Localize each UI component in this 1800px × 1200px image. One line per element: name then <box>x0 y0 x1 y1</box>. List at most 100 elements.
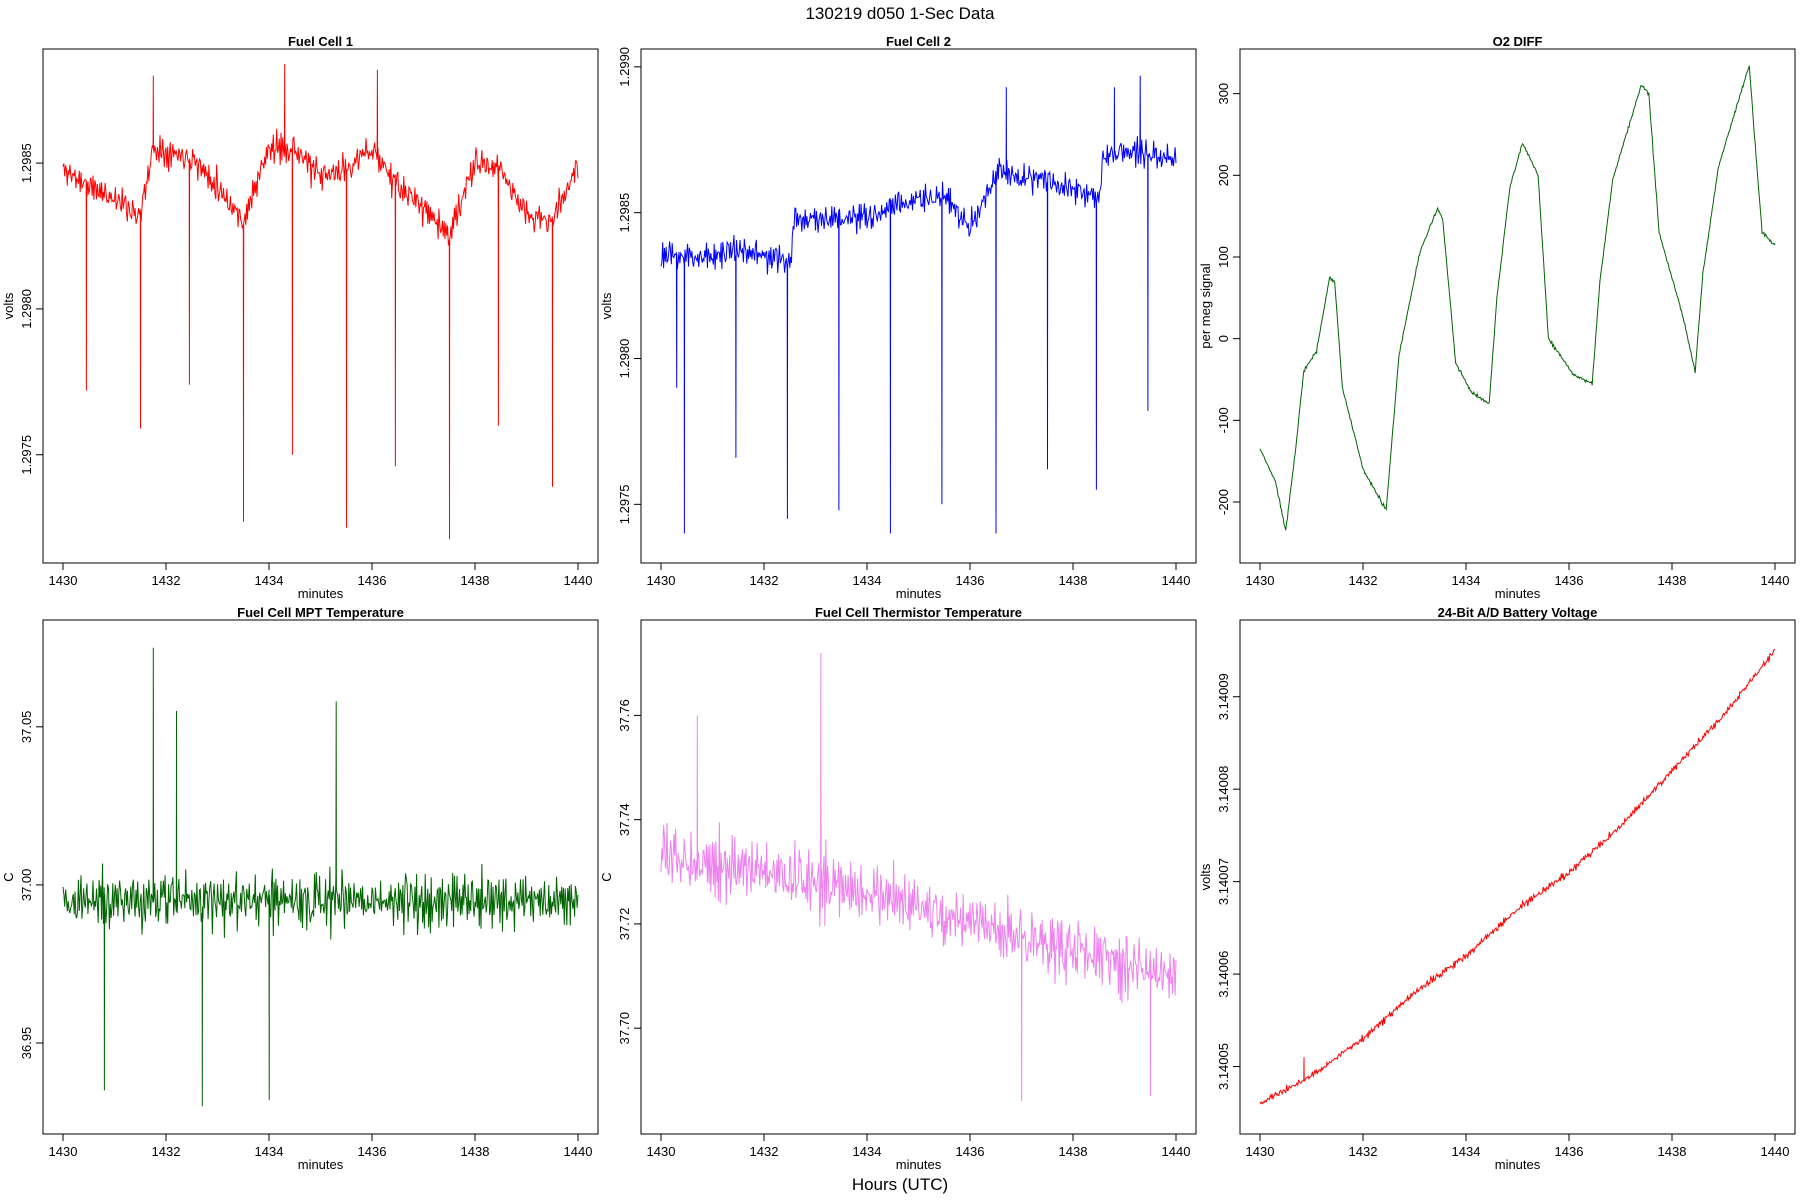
x-axis-label: minutes <box>1495 1157 1541 1172</box>
plot-frame <box>42 48 599 564</box>
panels: Fuel Cell 1 1430 1432 1434 1436 1438 1440 1.297… <box>1 34 1796 1172</box>
plot-frame <box>640 48 1197 564</box>
figure-title: 130219 d050 1-Sec Data <box>805 4 995 23</box>
chart-panel-6: 24-Bit A/D Battery Voltage 1430 1432 1434 14… <box>1198 605 1796 1172</box>
x-tick-label: 1440 <box>1162 1144 1191 1159</box>
y-tick-label: 100 <box>1216 246 1231 268</box>
x-axis-label: minutes <box>896 586 942 601</box>
x-tick-label: 1432 <box>152 1144 181 1159</box>
chart-panel-3: O2 DIFF 1430 1432 1434 1436 1438 1440 -200 -100 0… <box>1198 34 1796 601</box>
chart-panel-5: Fuel Cell Thermistor Temperature 1430 1432… <box>599 605 1197 1172</box>
x-tick-label: 1432 <box>750 1144 779 1159</box>
x-tick-label: 1430 <box>647 573 676 588</box>
y-tick-label: 37.70 <box>617 1012 632 1045</box>
y-axis-label: C <box>599 872 614 881</box>
x-tick-label: 1434 <box>1452 1144 1481 1159</box>
series-line-1 <box>660 652 1177 1102</box>
chart-panel-2: Fuel Cell 2 1430 1432 1434 1436 1438 1440 1.297… <box>599 34 1197 601</box>
x-tick-label: 1434 <box>1452 573 1481 588</box>
y-tick-label: 3.14009 <box>1216 673 1231 720</box>
series-line-1 <box>1259 65 1776 531</box>
x-axis-label: minutes <box>298 1157 344 1172</box>
x-tick-label: 1438 <box>461 573 490 588</box>
y-tick-label: 0 <box>1216 335 1231 342</box>
figure-xlabel: Hours (UTC) <box>852 1175 948 1194</box>
y-tick-label: 1.2975 <box>617 484 632 524</box>
x-tick-label: 1434 <box>853 573 882 588</box>
x-tick-label: 1434 <box>255 1144 284 1159</box>
y-tick-label: 3.14005 <box>1216 1043 1231 1090</box>
plot-title: Fuel Cell 1 <box>288 34 353 49</box>
x-tick-label: 1438 <box>1059 1144 1088 1159</box>
y-tick-label: -100 <box>1216 407 1231 433</box>
x-axis-label: minutes <box>1495 586 1541 601</box>
x-tick-label: 1430 <box>647 1144 676 1159</box>
y-tick-label: 1.2985 <box>19 143 34 183</box>
x-tick-label: 1432 <box>152 573 181 588</box>
x-tick-label: 1438 <box>1658 573 1687 588</box>
series-line-1 <box>62 63 579 540</box>
y-tick-label: 37.76 <box>617 699 632 732</box>
y-axis-label: volts <box>599 292 614 319</box>
y-tick-label: 1.2980 <box>617 339 632 379</box>
x-tick-label: 1438 <box>1658 1144 1687 1159</box>
x-tick-label: 1436 <box>1555 573 1584 588</box>
x-tick-label: 1436 <box>358 573 387 588</box>
x-axis-label: minutes <box>896 1157 942 1172</box>
y-tick-label: 1.2990 <box>617 47 632 87</box>
chart-panel-1: Fuel Cell 1 1430 1432 1434 1436 1438 1440 1.297… <box>1 34 599 601</box>
y-tick-label: 1.2975 <box>19 435 34 475</box>
x-tick-label: 1436 <box>358 1144 387 1159</box>
x-tick-label: 1432 <box>750 573 779 588</box>
y-tick-label: 36.95 <box>19 1027 34 1060</box>
x-tick-label: 1440 <box>1761 573 1790 588</box>
x-tick-label: 1440 <box>564 1144 593 1159</box>
plot-title: Fuel Cell 2 <box>886 34 951 49</box>
y-axis-label: volts <box>1 292 16 319</box>
y-axis-label: volts <box>1198 863 1213 890</box>
y-tick-label: 3.14006 <box>1216 951 1231 998</box>
x-tick-label: 1430 <box>49 573 78 588</box>
series-line-1 <box>660 75 1177 534</box>
y-axis-label: C <box>1 872 16 881</box>
x-tick-label: 1432 <box>1349 1144 1378 1159</box>
x-tick-label: 1432 <box>1349 573 1378 588</box>
y-tick-label: 3.14007 <box>1216 858 1231 905</box>
x-tick-label: 1440 <box>1761 1144 1790 1159</box>
plot-frame <box>42 619 599 1135</box>
y-tick-label: -200 <box>1216 489 1231 515</box>
x-tick-label: 1436 <box>956 1144 985 1159</box>
chart-panel-4: Fuel Cell MPT Temperature 1430 1432 1434 143… <box>1 605 599 1172</box>
x-tick-label: 1436 <box>1555 1144 1584 1159</box>
plot-title: 24-Bit A/D Battery Voltage <box>1438 605 1598 620</box>
x-tick-label: 1430 <box>1246 573 1275 588</box>
series-line-1 <box>1259 648 1776 1105</box>
y-tick-label: 37.00 <box>19 869 34 902</box>
y-tick-label: 300 <box>1216 83 1231 105</box>
series-line-1 <box>62 647 579 1107</box>
y-tick-label: 37.05 <box>19 711 34 744</box>
y-axis-label: per meg signal <box>1198 263 1213 348</box>
plot-frame <box>1239 619 1796 1135</box>
x-tick-label: 1436 <box>956 573 985 588</box>
plot-title: O2 DIFF <box>1493 34 1543 49</box>
x-tick-label: 1438 <box>461 1144 490 1159</box>
x-tick-label: 1434 <box>853 1144 882 1159</box>
x-tick-label: 1438 <box>1059 573 1088 588</box>
x-tick-label: 1440 <box>564 573 593 588</box>
y-tick-label: 1.2980 <box>19 289 34 329</box>
y-tick-label: 3.14008 <box>1216 766 1231 813</box>
plot-title: Fuel Cell MPT Temperature <box>237 605 404 620</box>
plot-title: Fuel Cell Thermistor Temperature <box>815 605 1022 620</box>
x-axis-label: minutes <box>298 586 344 601</box>
x-tick-label: 1430 <box>1246 1144 1275 1159</box>
y-tick-label: 37.72 <box>617 908 632 941</box>
plot-frame <box>640 619 1197 1135</box>
x-tick-label: 1440 <box>1162 573 1191 588</box>
plot-frame <box>1239 48 1796 564</box>
y-tick-label: 1.2985 <box>617 193 632 233</box>
y-tick-label: 200 <box>1216 164 1231 186</box>
x-tick-label: 1430 <box>49 1144 78 1159</box>
